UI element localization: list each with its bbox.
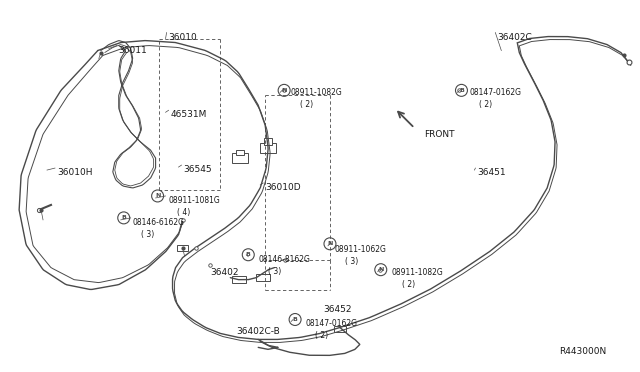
Text: 08911-1082G: 08911-1082G [392,268,444,277]
Text: 08911-1082G: 08911-1082G [290,89,342,97]
Text: 36402C: 36402C [497,33,532,42]
Text: B: B [122,215,126,220]
Bar [177,245,189,251]
Text: 08146-8162G: 08146-8162G [258,255,310,264]
Text: ( 2): ( 2) [300,100,313,109]
Text: N: N [378,267,383,272]
Text: ( 3): ( 3) [345,257,358,266]
Text: 36451: 36451 [477,168,506,177]
Text: 08147-0162G: 08147-0162G [469,89,522,97]
Text: N: N [327,241,333,246]
Text: ( 3): ( 3) [268,267,282,276]
Bar [236,150,244,155]
Text: 08146-6162G: 08146-6162G [132,218,185,227]
Bar [334,327,346,333]
Text: ( 2): ( 2) [315,331,328,340]
Text: R443000N: R443000N [559,347,606,356]
Text: N: N [155,193,160,199]
Bar [264,138,272,145]
Text: 46531M: 46531M [171,110,207,119]
Text: 36010D: 36010D [265,183,301,192]
Text: B: B [246,252,251,257]
Text: N: N [282,88,287,93]
Text: 08147-0162G: 08147-0162G [305,320,357,328]
Bar [232,276,246,283]
Bar [232,153,248,163]
Text: 08911-1081G: 08911-1081G [168,196,220,205]
Text: B: B [292,317,298,322]
Text: 36011: 36011 [119,45,147,55]
Text: 36402C-B: 36402C-B [236,327,280,336]
Text: B: B [459,88,464,93]
Text: 36010: 36010 [168,33,197,42]
Bar [260,143,276,153]
Text: 36545: 36545 [184,165,212,174]
Text: FRONT: FRONT [424,130,455,139]
Text: 36010H: 36010H [57,168,93,177]
Bar [256,274,270,280]
Text: ( 4): ( 4) [177,208,190,217]
Text: ( 3): ( 3) [141,230,154,239]
Text: 08911-1062G: 08911-1062G [335,245,387,254]
Text: 36402: 36402 [211,268,239,277]
Text: ( 2): ( 2) [479,100,493,109]
Text: 36452: 36452 [323,305,351,314]
Text: ( 2): ( 2) [402,280,415,289]
